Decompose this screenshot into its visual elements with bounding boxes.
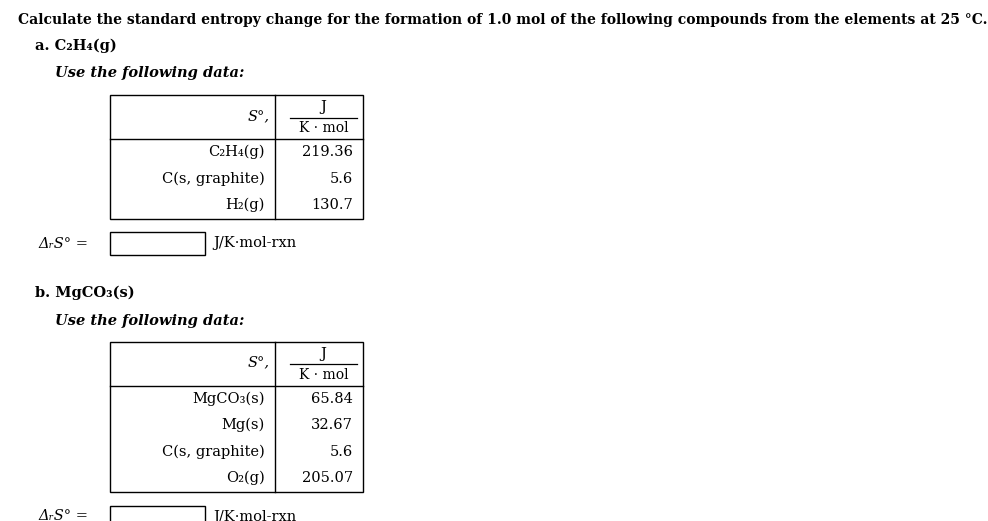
Text: 5.6: 5.6: [330, 445, 353, 459]
Text: 65.84: 65.84: [311, 392, 353, 406]
Bar: [110, 232, 205, 254]
Text: MgCO₃(s): MgCO₃(s): [193, 392, 265, 406]
Text: C₂H₄(g): C₂H₄(g): [208, 145, 265, 159]
Text: O₂(g): O₂(g): [226, 471, 265, 486]
Text: K · mol: K · mol: [298, 368, 348, 382]
Text: ΔᵣS° =: ΔᵣS° =: [38, 237, 88, 251]
Text: 5.6: 5.6: [330, 172, 353, 186]
Bar: [110, 95, 363, 218]
Text: 205.07: 205.07: [302, 472, 353, 485]
Text: ΔᵣS° =: ΔᵣS° =: [38, 510, 88, 521]
Text: J: J: [320, 101, 326, 114]
Text: Use the following data:: Use the following data:: [55, 314, 244, 328]
Text: H₂(g): H₂(g): [225, 198, 265, 213]
Text: J/K·mol-rxn: J/K·mol-rxn: [213, 510, 296, 521]
Text: J/K·mol-rxn: J/K·mol-rxn: [213, 237, 296, 251]
Text: C(s, graphite): C(s, graphite): [162, 171, 265, 186]
Text: C(s, graphite): C(s, graphite): [162, 444, 265, 459]
Text: a. C₂H₄(g): a. C₂H₄(g): [35, 39, 117, 53]
Text: J: J: [320, 347, 326, 361]
Text: Mg(s): Mg(s): [221, 418, 265, 432]
Text: 219.36: 219.36: [302, 145, 353, 159]
Text: b. MgCO₃(s): b. MgCO₃(s): [35, 286, 134, 300]
Text: 130.7: 130.7: [311, 199, 353, 212]
Text: Use the following data:: Use the following data:: [55, 66, 244, 80]
Text: K · mol: K · mol: [298, 121, 348, 135]
Text: 32.67: 32.67: [311, 418, 353, 432]
Text: S°,: S°,: [248, 355, 270, 369]
Text: Calculate the standard entropy change for the formation of 1.0 mol of the follow: Calculate the standard entropy change fo…: [18, 13, 987, 27]
Text: S°,: S°,: [248, 109, 270, 123]
Bar: [110, 505, 205, 521]
Bar: [110, 341, 363, 491]
